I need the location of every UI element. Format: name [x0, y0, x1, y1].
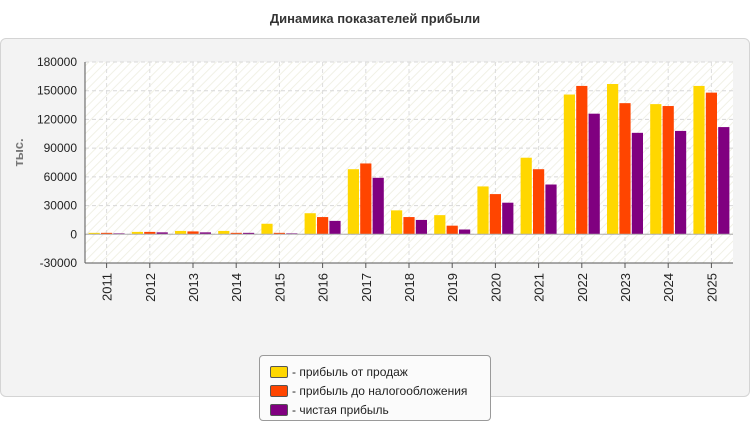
bar-2-2013: [187, 231, 199, 235]
bars: [88, 84, 730, 235]
bar-3-2020: [502, 202, 514, 235]
bar-3-2022: [588, 113, 600, 235]
legend-item-sales-profit: - прибыль от продаж: [270, 362, 490, 381]
bar-1-2023: [607, 84, 619, 235]
bar-3-2019: [459, 229, 471, 235]
bar-1-2011: [88, 232, 100, 235]
y-axis-label: тыс.: [11, 138, 26, 166]
bar-2-2018: [403, 217, 415, 235]
x-tick-label: 2021: [532, 273, 547, 302]
bar-3-2025: [718, 127, 730, 235]
bar-2-2021: [533, 169, 545, 235]
bar-3-2023: [631, 132, 643, 235]
legend: - прибыль от продаж - прибыль до налогоо…: [259, 355, 491, 421]
x-tick-label: 2018: [402, 273, 417, 302]
bar-1-2017: [347, 169, 359, 235]
bar-1-2018: [391, 210, 403, 235]
y-tick-label: 150000: [37, 84, 77, 98]
bar-3-2017: [372, 177, 384, 235]
x-tick-label: 2022: [575, 273, 590, 302]
bar-1-2025: [693, 85, 705, 235]
bar-2-2023: [619, 103, 631, 235]
axes: 180000 150000 120000 90000 60000 30000 0 -30000…: [37, 55, 733, 302]
y-tick-label: 60000: [44, 170, 78, 184]
x-tick-label: 2024: [661, 273, 676, 302]
bar-2-2019: [446, 225, 458, 235]
bar-1-2012: [131, 231, 143, 235]
bar-1-2015: [261, 223, 273, 235]
bar-2-2016: [317, 217, 329, 235]
bar-3-2021: [545, 184, 557, 235]
x-tick-label: 2025: [704, 273, 719, 302]
legend-label-net-profit: - чистая прибыль: [292, 402, 389, 417]
bar-3-2016: [329, 220, 341, 235]
bar-2-2014: [230, 232, 242, 235]
x-tick-label: 2011: [100, 273, 115, 301]
bar-1-2021: [520, 157, 532, 235]
bar-1-2019: [434, 215, 446, 235]
x-tick-label: 2013: [186, 273, 201, 302]
x-tick-label: 2020: [488, 273, 503, 302]
bar-1-2022: [563, 94, 575, 235]
legend-item-net-profit: - чистая прибыль: [270, 400, 490, 419]
y-tick-label: 0: [70, 227, 77, 241]
bar-1-2014: [218, 230, 230, 235]
y-tick-label: 30000: [44, 199, 78, 213]
x-tick-label: 2016: [316, 273, 331, 302]
bar-2-2025: [705, 92, 717, 235]
bar-3-2024: [675, 130, 687, 235]
x-tick-label: 2019: [445, 273, 460, 302]
bar-2-2017: [360, 163, 372, 235]
legend-item-pretax-profit: - прибыль до налогообложения: [270, 381, 490, 400]
y-tick-label: -30000: [40, 256, 78, 270]
bar-1-2013: [175, 230, 187, 235]
legend-swatch-net-profit: [270, 403, 288, 416]
bar-3-2018: [415, 219, 427, 235]
bar-1-2024: [650, 104, 662, 235]
chart-title: Динамика показателей прибыли: [269, 11, 481, 26]
legend-swatch-sales-profit: [270, 365, 288, 378]
bar-2-2020: [489, 194, 501, 235]
y-tick-label: 90000: [44, 141, 78, 155]
bar-2-2012: [144, 231, 156, 235]
legend-label-pretax-profit: - прибыль до налогообложения: [292, 383, 468, 398]
chart-panel: 180000 150000 120000 90000 60000 30000 0 -30000…: [0, 38, 750, 421]
bar-chart: 180000 150000 120000 90000 60000 30000 0 -30000…: [11, 55, 733, 302]
y-tick-label: 120000: [37, 112, 77, 126]
legend-swatch-pretax-profit: [270, 384, 288, 397]
x-tick-label: 2023: [618, 273, 633, 302]
bar-1-2020: [477, 186, 489, 235]
bar-3-2014: [243, 232, 255, 235]
x-tick-label: 2017: [359, 273, 374, 302]
x-tick-label: 2012: [143, 273, 158, 302]
x-tick-label: 2014: [229, 273, 244, 302]
bar-2-2022: [576, 85, 588, 235]
bar-3-2012: [156, 232, 168, 235]
y-tick-label: 180000: [37, 55, 77, 69]
bar-3-2013: [199, 232, 211, 235]
bar-2-2015: [273, 232, 285, 235]
bar-2-2024: [662, 106, 674, 235]
bar-2-2011: [101, 232, 113, 235]
legend-label-sales-profit: - прибыль от продаж: [292, 364, 408, 379]
x-tick-label: 2015: [272, 273, 287, 302]
bar-1-2016: [304, 213, 316, 235]
